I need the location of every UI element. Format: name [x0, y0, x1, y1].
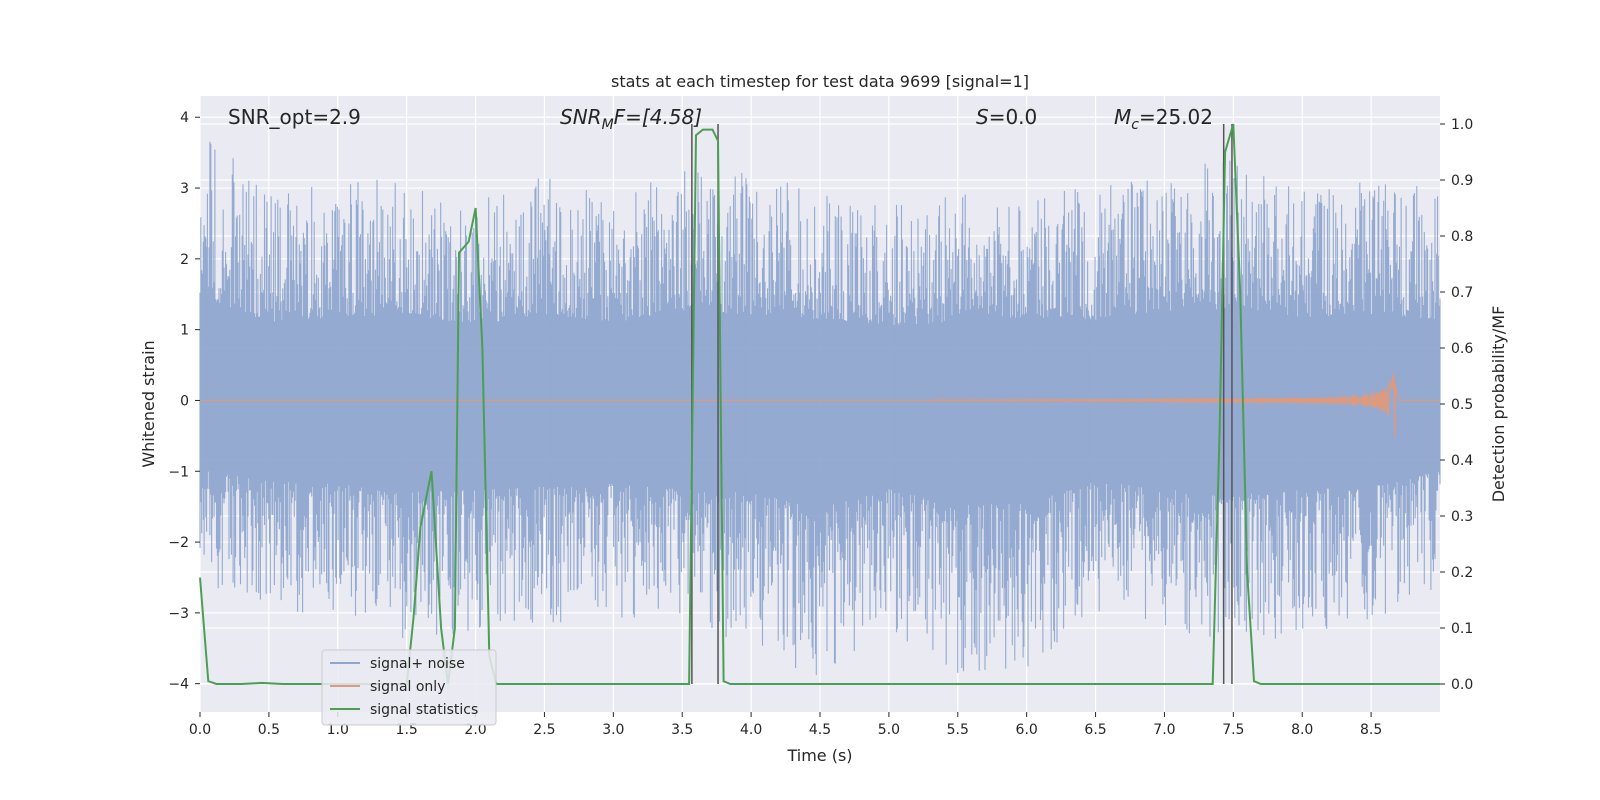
- y-left-tick-label: 4: [180, 110, 189, 126]
- x-tick-label: 5.0: [878, 722, 900, 738]
- y-left-tick-label: −1: [168, 464, 189, 480]
- y-right-tick-label: 0.1: [1451, 621, 1473, 637]
- series-signal-only: [200, 372, 1440, 438]
- y-left-tick-label: −4: [168, 677, 189, 693]
- y-right-tick-label: 0.2: [1451, 565, 1473, 581]
- chart-title: stats at each timestep for test data 969…: [611, 72, 1029, 91]
- y-left-tick-label: −3: [168, 606, 189, 622]
- signal-layer: [200, 372, 1440, 438]
- annotation-s: S=0.0: [976, 105, 1037, 129]
- x-tick-label: 5.5: [947, 722, 969, 738]
- x-tick-label: 7.5: [1222, 722, 1244, 738]
- y-right-tick-label: 0.9: [1451, 173, 1473, 189]
- legend-label-signal-statistics: signal statistics: [370, 702, 478, 718]
- y-left-tick-label: 2: [180, 252, 189, 268]
- y-left-tick-label: 3: [180, 181, 189, 197]
- y-right-tick-label: 0.8: [1451, 229, 1473, 245]
- y-right-tick-label: 0.5: [1451, 397, 1473, 413]
- x-tick-label: 2.0: [464, 722, 486, 738]
- y-right-tick-label: 0.3: [1451, 509, 1473, 525]
- x-tick-label: 1.5: [396, 722, 418, 738]
- y-right-tick-label: 1.0: [1451, 117, 1473, 133]
- annotation-snr-opt: SNR_opt=2.9: [228, 105, 361, 129]
- legend: signal+ noise signal only signal statist…: [321, 649, 497, 726]
- y-left-tick-label: 1: [180, 323, 189, 339]
- x-tick-label: 3.0: [602, 722, 624, 738]
- y-right-tick-label: 0.6: [1451, 341, 1473, 357]
- x-tick-label: 3.5: [671, 722, 693, 738]
- y-right-tick-label: 0.7: [1451, 285, 1473, 301]
- x-tick-label: 6.0: [1016, 722, 1038, 738]
- annotation-snr-mf: SNRMF=[4.58]: [560, 105, 702, 133]
- legend-label-signal-only: signal only: [370, 679, 445, 695]
- y-right-tick-label: 0.4: [1451, 453, 1473, 469]
- y-right-tick-label: 0.0: [1451, 677, 1473, 693]
- annotation-mc: Mc=25.02: [1114, 105, 1213, 133]
- x-tick-label: 4.5: [809, 722, 831, 738]
- y-left-tick-label: 0: [180, 393, 189, 409]
- y-right-axis-label: Detection probability/MF: [1489, 306, 1508, 503]
- x-ticks: 0.0 0.5 1.0 1.5 2.0 2.5 3.0 3.5 4.0 4.5 5.0 5.5 6.0 6…: [189, 712, 1382, 738]
- x-tick-label: 8.0: [1291, 722, 1313, 738]
- y-right-ticks: 0.0 0.1 0.2 0.3 0.4 0.5 0.6 0.7 0.8 0.9 1.0: [1440, 117, 1473, 693]
- x-tick-label: 8.5: [1360, 722, 1382, 738]
- y-left-ticks: −4 −3 −2 −1 0 1 2 3 4: [168, 110, 200, 693]
- x-tick-label: 4.0: [740, 722, 762, 738]
- x-tick-label: 2.5: [533, 722, 555, 738]
- x-tick-label: 0.0: [189, 722, 211, 738]
- x-axis-label: Time (s): [786, 746, 852, 765]
- x-tick-label: 0.5: [258, 722, 280, 738]
- y-left-tick-label: −2: [168, 535, 189, 551]
- legend-box: [321, 649, 497, 726]
- x-tick-label: 6.5: [1084, 722, 1106, 738]
- legend-label-signal-noise: signal+ noise: [370, 656, 465, 672]
- y-left-axis-label: Whitened strain: [139, 340, 158, 467]
- x-tick-label: 1.0: [327, 722, 349, 738]
- x-tick-label: 7.0: [1153, 722, 1175, 738]
